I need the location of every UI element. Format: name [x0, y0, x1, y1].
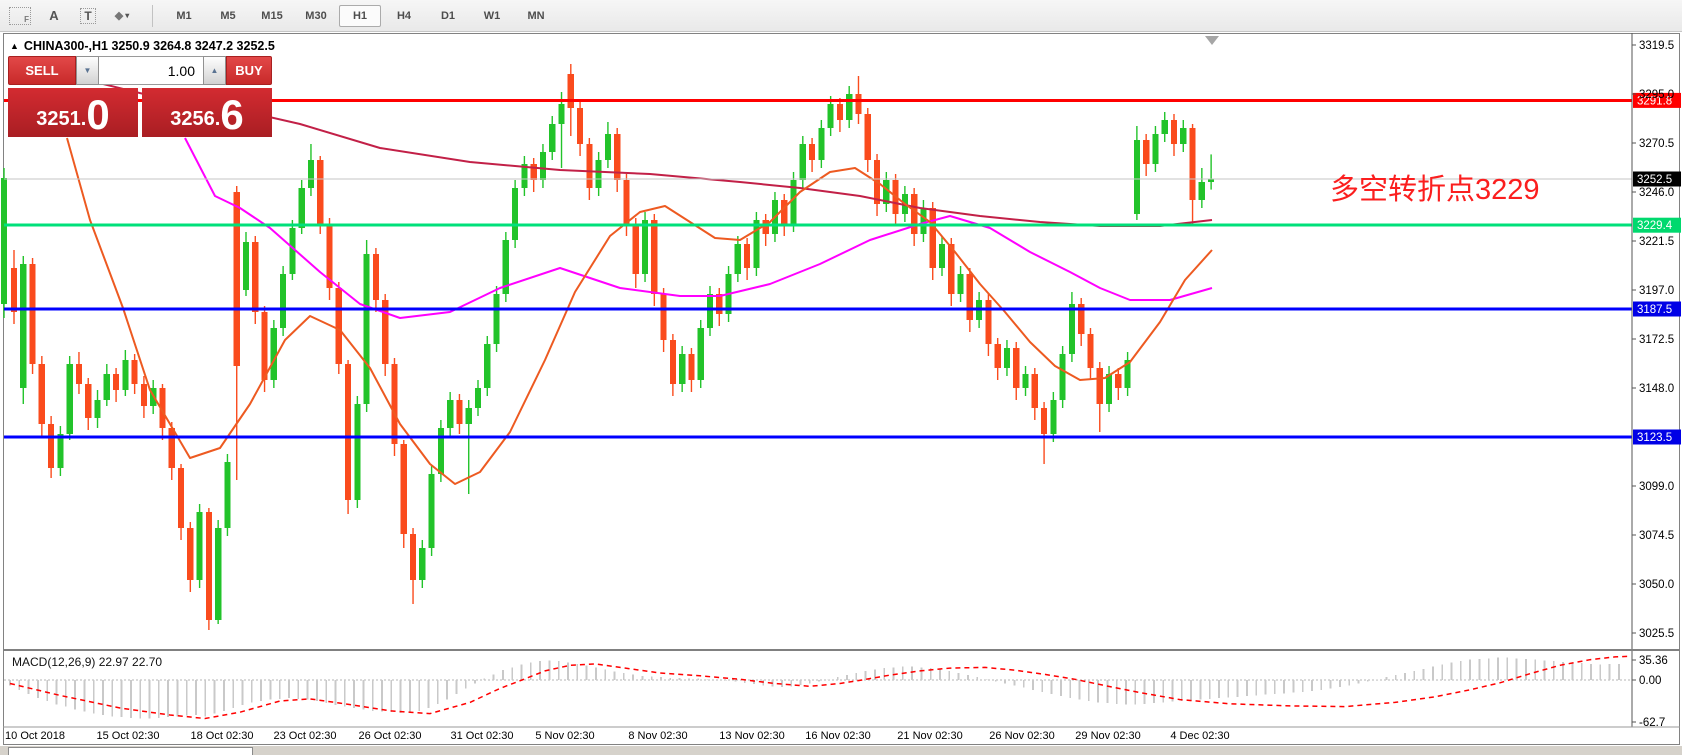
- chart-window-border: [3, 33, 1680, 745]
- svg-text:3148.0: 3148.0: [1639, 383, 1674, 395]
- chart-annotation-text: 多空转折点3229: [1330, 174, 1540, 206]
- candles-layer[interactable]: [0, 64, 1215, 630]
- sell-price-pips: 0: [86, 91, 110, 139]
- toolbar-separator: [152, 4, 153, 27]
- one-click-trading-panel: SELL ▼ ▲ BUY 3251 . 0 3256 . 6: [8, 56, 272, 137]
- svg-text:3123.5: 3123.5: [1637, 432, 1672, 444]
- timeframe-button-m1[interactable]: M1: [176, 9, 192, 22]
- svg-text:3197.0: 3197.0: [1639, 285, 1674, 297]
- symbol-marker-icon: ▲: [10, 41, 19, 51]
- ma-medium-magenta: [184, 137, 1213, 319]
- toolbar: F A T ◆ ▾ M1 M5 M15 M30 H1 H4 D1 W1 MN: [0, 0, 1682, 32]
- volume-increase-button[interactable]: ▲: [203, 56, 226, 85]
- date-axis-label: 15 Oct 02:30: [96, 730, 160, 742]
- sell-price-panel[interactable]: 3251 . 0: [8, 88, 138, 137]
- date-axis-label: 21 Nov 02:30: [897, 730, 963, 742]
- chart-shift-marker-icon[interactable]: [1205, 36, 1219, 45]
- svg-text:3295.0: 3295.0: [1639, 89, 1674, 101]
- sell-price-main: 3251: [36, 108, 81, 130]
- timeframe-button-mn[interactable]: MN: [527, 9, 545, 22]
- date-axis-label: 5 Nov 02:30: [535, 730, 595, 742]
- svg-text:35.36: 35.36: [1639, 655, 1668, 667]
- date-axis-label: 10 Oct 2018: [5, 730, 65, 742]
- date-axis-label: 23 Oct 02:30: [273, 730, 337, 742]
- macd-indicator-label: MACD(12,26,9) 22.97 22.70: [12, 655, 163, 669]
- svg-text:3229.4: 3229.4: [1637, 220, 1673, 232]
- date-axis-label: 8 Nov 02:30: [628, 730, 688, 742]
- svg-text:3050.0: 3050.0: [1639, 579, 1674, 591]
- chart-tab-bar: [0, 746, 1682, 755]
- volume-input[interactable]: [99, 56, 203, 85]
- buy-price-main: 3256: [170, 108, 215, 130]
- svg-text:3252.5: 3252.5: [1637, 174, 1672, 186]
- volume-decrease-button[interactable]: ▼: [76, 56, 99, 85]
- chart-title: ▲ CHINA300-,H1 3250.9 3264.8 3247.2 3252…: [10, 39, 275, 53]
- date-axis-label: 16 Nov 02:30: [805, 730, 871, 742]
- timeframe-button-m5[interactable]: M5: [220, 9, 236, 22]
- indicator-f-icon[interactable]: F: [6, 3, 34, 29]
- chart-tab[interactable]: [8, 747, 253, 755]
- timeframe-button-h1[interactable]: H1: [339, 4, 381, 27]
- date-axis-label: 26 Nov 02:30: [989, 730, 1055, 742]
- price-badges-layer: 3291.8 3252.5 3229.4 3187.5 3123.5: [1633, 92, 1681, 445]
- timeframe-button-h4[interactable]: H4: [396, 9, 412, 22]
- buy-button[interactable]: BUY: [226, 56, 272, 85]
- trade-controls-row: SELL ▼ ▲ BUY: [8, 56, 272, 85]
- svg-text:3074.5: 3074.5: [1639, 530, 1674, 542]
- svg-text:3172.5: 3172.5: [1639, 334, 1674, 346]
- ma-fast-orange: [66, 137, 1213, 485]
- chevron-down-icon: ▾: [125, 11, 130, 20]
- svg-text:3291.8: 3291.8: [1637, 95, 1672, 107]
- ma-slow-crimson: [94, 81, 1213, 227]
- macd-panel[interactable]: 35.36 0.00 -62.7: [4, 655, 1668, 729]
- date-axis-label: 4 Dec 02:30: [1170, 730, 1230, 742]
- date-axis-label: 26 Oct 02:30: [358, 730, 422, 742]
- trade-price-row: 3251 . 0 3256 . 6: [8, 88, 272, 137]
- svg-text:3319.5: 3319.5: [1639, 40, 1674, 52]
- svg-text:3187.5: 3187.5: [1637, 304, 1672, 316]
- svg-text:3270.5: 3270.5: [1639, 138, 1674, 150]
- text-tool-icon[interactable]: T: [74, 3, 102, 29]
- svg-text:3099.0: 3099.0: [1639, 481, 1674, 493]
- timeframe-button-m30[interactable]: M30: [305, 9, 327, 22]
- timeframe-button-d1[interactable]: D1: [440, 9, 456, 22]
- timeframe-bar: M1 M5 M15 M30 H1 H4 D1 W1 MN: [163, 4, 557, 27]
- horizontal-levels-layer[interactable]: [4, 98, 1632, 439]
- buy-price-pips: 6: [220, 91, 244, 139]
- svg-text:-62.7: -62.7: [1639, 717, 1665, 729]
- date-axis-label: 29 Nov 02:30: [1075, 730, 1141, 742]
- svg-text:3221.5: 3221.5: [1639, 236, 1674, 248]
- buy-price-panel[interactable]: 3256 . 6: [142, 88, 272, 137]
- svg-text:0.00: 0.00: [1639, 675, 1661, 687]
- date-axis-label: 31 Oct 02:30: [450, 730, 514, 742]
- text-label-icon[interactable]: A: [49, 8, 59, 23]
- symbol-ohlc-text: CHINA300-,H1 3250.9 3264.8 3247.2 3252.5: [23, 39, 275, 53]
- timeframe-button-w1[interactable]: W1: [483, 9, 501, 22]
- date-axis-label: 13 Nov 02:30: [719, 730, 785, 742]
- sell-button[interactable]: SELL: [8, 56, 76, 85]
- price-axis: 3319.5 3295.0 3270.5 3246.0 3221.5 3197.0 3172…: [1631, 33, 1674, 727]
- panel-separators: [3, 649, 1680, 728]
- date-axis-label: 18 Oct 02:30: [190, 730, 254, 742]
- svg-text:3025.5: 3025.5: [1639, 628, 1674, 640]
- timeframe-button-m15[interactable]: M15: [261, 9, 283, 22]
- shapes-tool-icon[interactable]: ◆ ▾: [114, 10, 130, 22]
- date-axis: 10 Oct 2018 15 Oct 02:30 18 Oct 02:30 23 Oc…: [0, 729, 1632, 746]
- svg-text:3246.0: 3246.0: [1639, 187, 1674, 199]
